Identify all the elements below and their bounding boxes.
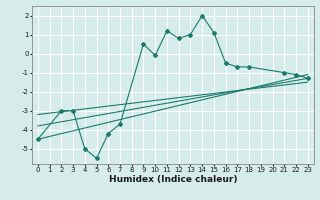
X-axis label: Humidex (Indice chaleur): Humidex (Indice chaleur) (108, 175, 237, 184)
